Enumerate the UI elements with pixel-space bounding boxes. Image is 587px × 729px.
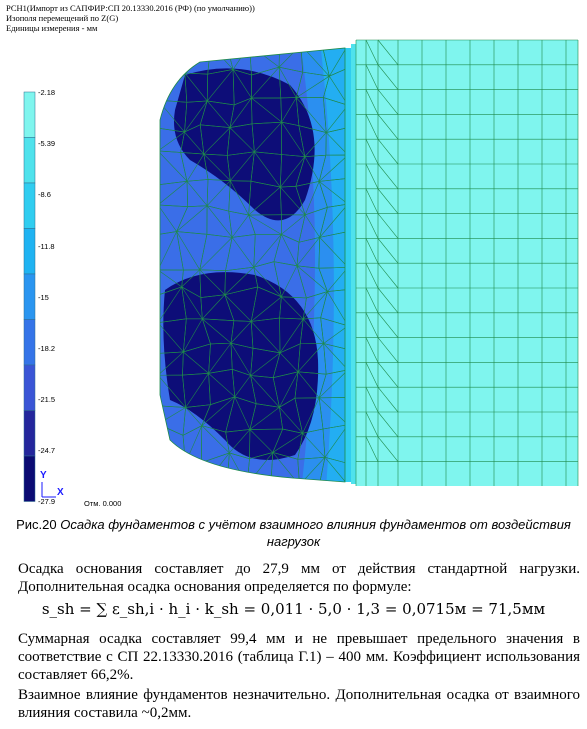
header-line-3: Единицы измерения - мм [6, 23, 98, 33]
legend-label: -15 [38, 292, 49, 302]
paragraph-1: Осадка основания составляет до 27,9 мм о… [18, 561, 580, 595]
caption-prefix: Рис.20 [16, 517, 61, 532]
color-legend [23, 91, 36, 502]
soil-grid-region [355, 39, 579, 486]
transition-strips [345, 44, 356, 484]
settlement-contour-plot [23, 39, 579, 502]
legend-label: -8.6 [38, 190, 51, 200]
legend-label: -2.18 [38, 88, 56, 97]
caption-text: Осадка фундаментов с учётом взаимного вл… [60, 517, 571, 549]
legend-label: -21.5 [38, 395, 56, 405]
legend-swatch [23, 455, 36, 502]
formula: s_sh = ∑ ε_sh,i · h_i · k_sh = 0,011 · 5… [41, 600, 546, 618]
legend-swatch [23, 273, 36, 320]
legend-label: -24.7 [38, 446, 56, 456]
legend-swatch [23, 182, 36, 229]
legend-label: -5.39 [38, 139, 56, 149]
elevation-label: Отм. 0.000 [84, 499, 122, 508]
axis-x-label: X [57, 487, 64, 498]
header: РСН1(Импорт из САПФИР:СП 20.13330.2016 (… [6, 3, 255, 33]
legend-label: -18.2 [38, 343, 56, 353]
legend-swatch [23, 364, 36, 411]
legend-swatch [23, 91, 36, 138]
header-line-2: Изополя перемещений по Z(G) [6, 13, 119, 23]
axis-y-label: Y [40, 470, 47, 481]
legend-swatch [23, 410, 36, 457]
legend-label: -27.9 [38, 497, 56, 507]
paragraph-3: Взаимное влияние фундаментов незначитель… [18, 687, 580, 721]
legend-swatch [23, 319, 36, 366]
axis-indicator [41, 482, 56, 498]
header-line-1: РСН1(Импорт из САПФИР:СП 20.13330.2016 (… [6, 3, 255, 13]
figure-caption: Рис.20 Осадка фундаментов с учётом взаим… [0, 516, 587, 550]
legend-swatch [23, 228, 36, 275]
legend-label: -11.8 [38, 241, 55, 251]
paragraph-2: Суммарная осадка составляет 99,4 мм и не… [18, 631, 580, 683]
legend-swatch [23, 137, 36, 184]
